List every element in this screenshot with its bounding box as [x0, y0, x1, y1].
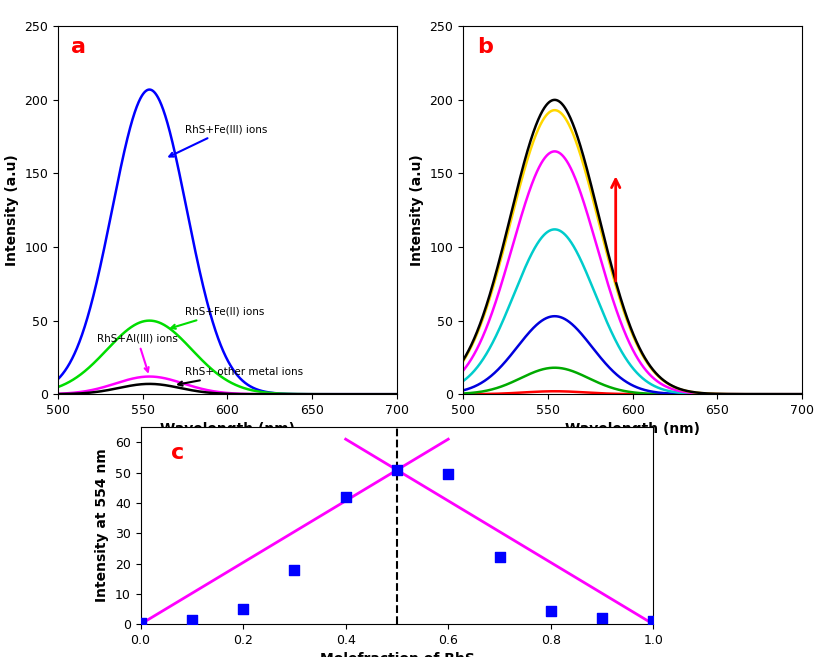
Text: c: c: [171, 443, 184, 463]
Point: [237, 604, 250, 614]
Y-axis label: Intensity at 554 nm: Intensity at 554 nm: [95, 449, 109, 602]
Text: RhS+Fe(II) ions: RhS+Fe(II) ions: [171, 307, 265, 328]
Point: [647, 616, 660, 626]
Point: [390, 464, 404, 475]
Point: [134, 618, 147, 628]
Text: RhS+Al(III) ions: RhS+Al(III) ions: [97, 333, 178, 372]
Point: [339, 491, 352, 502]
Point: [288, 564, 301, 575]
Point: [544, 605, 557, 616]
Y-axis label: Intensity (a.u): Intensity (a.u): [410, 154, 424, 266]
Text: RhS+Fe(III) ions: RhS+Fe(III) ions: [170, 124, 267, 156]
X-axis label: Wavelength (nm): Wavelength (nm): [565, 422, 700, 436]
Point: [442, 469, 455, 480]
Point: [185, 614, 198, 625]
X-axis label: Wavelength (nm): Wavelength (nm): [160, 422, 295, 436]
Point: [493, 552, 506, 562]
Text: b: b: [476, 37, 493, 57]
Text: a: a: [71, 37, 87, 57]
Text: RhS+ other metal ions: RhS+ other metal ions: [178, 367, 304, 386]
X-axis label: Molefraction of RhS: Molefraction of RhS: [319, 652, 475, 657]
Point: [595, 613, 609, 623]
Y-axis label: Intensity (a.u): Intensity (a.u): [5, 154, 19, 266]
